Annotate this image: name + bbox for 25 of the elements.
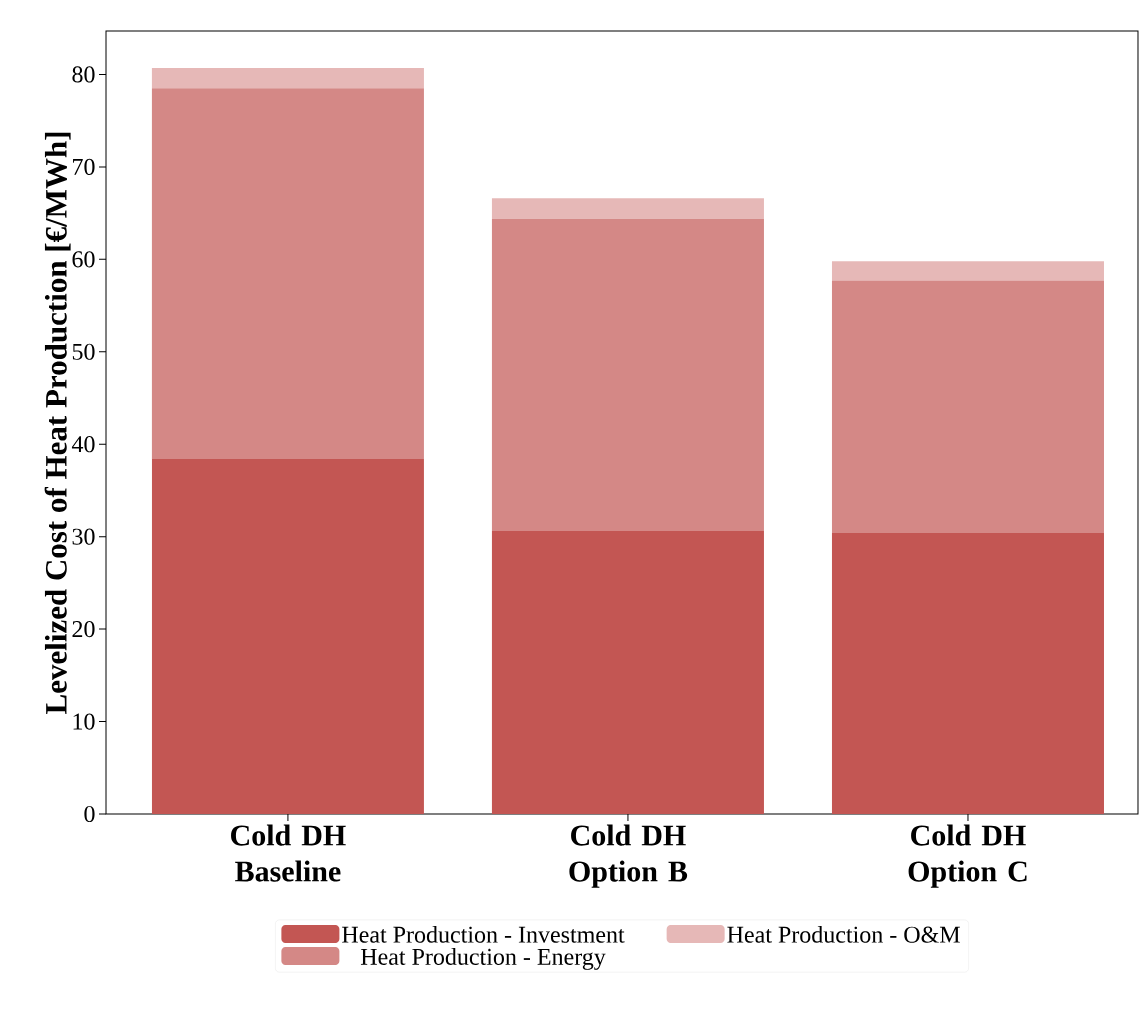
- bar: [491, 531, 764, 814]
- bar: [831, 280, 1104, 533]
- y-tick-label: 40: [71, 436, 95, 453]
- y-tick-label: 70: [73, 158, 95, 175]
- x-tick-label: Cold DH Baseline: [231, 824, 346, 882]
- legend-label: Heat Production - Investment: [342, 925, 625, 943]
- bar: [491, 218, 764, 532]
- bar: [151, 459, 424, 814]
- bar: [151, 67, 424, 89]
- y-tick-label: 30: [72, 528, 95, 545]
- x-tick-label: Cold DH Option C: [908, 824, 1027, 888]
- y-tick-label: 10: [73, 713, 95, 730]
- y-tick-label: 80: [72, 66, 95, 83]
- legend-label: Heat Production - Energy: [360, 948, 606, 970]
- y-tick-label: 0: [84, 805, 95, 823]
- y-tick-label: 20: [72, 621, 95, 638]
- y-tick-label: 50: [72, 343, 95, 360]
- y-tick-label: 60: [72, 251, 95, 268]
- bar: [831, 261, 1104, 281]
- legend-label: Heat Production - O&M: [727, 925, 960, 943]
- bar: [151, 88, 424, 459]
- y-axis-title: Levelized Cost of Heat Production [€/MWh]: [44, 132, 71, 714]
- x-tick-label: Cold DH Option B: [569, 824, 688, 888]
- bar: [491, 198, 764, 219]
- bar: [831, 532, 1104, 814]
